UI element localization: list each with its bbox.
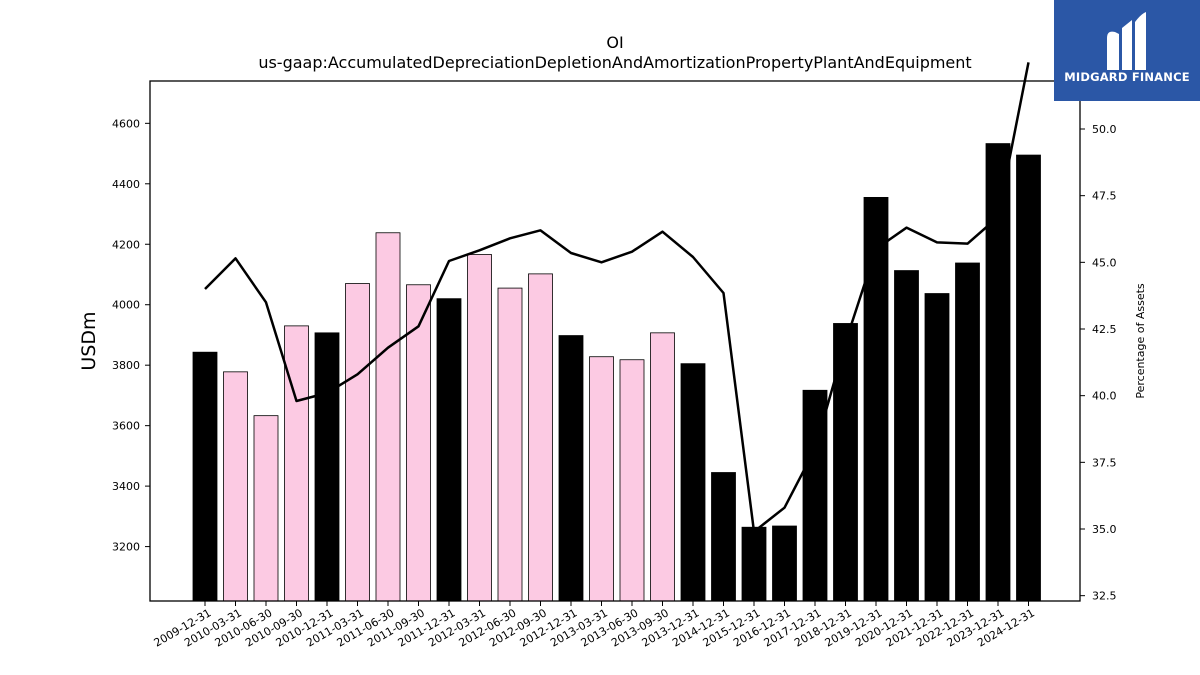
- bar-2010-06-30: [253, 415, 279, 602]
- y-right-tick-label-37.5: 37.5: [1092, 456, 1117, 469]
- left-axis: 3200 3400 3600 3800 4000 4200 4400 4600: [112, 117, 150, 554]
- y-tick-label-3400: 3400: [112, 480, 140, 493]
- y-right-tick-label-35.0: 35.0: [1092, 523, 1117, 536]
- bar-2011-06-30: [375, 232, 401, 602]
- y-tick-label-3200: 3200: [112, 541, 140, 554]
- bar-2012-03-31: [467, 254, 492, 602]
- y-tick-label-3600: 3600: [112, 420, 140, 433]
- bar-2016-12-31: [772, 525, 797, 602]
- y-right-tick-label-40.0: 40.0: [1092, 390, 1117, 403]
- chart-subtitle: us-gaap:AccumulatedDepreciationDepletion…: [258, 53, 971, 72]
- bar-2012-06-30: [497, 287, 523, 602]
- bar-2011-09-30: [406, 284, 431, 602]
- bar-2014-12-31: [711, 472, 736, 602]
- y-tick-label-3800: 3800: [112, 359, 140, 372]
- line-layer: [204, 62, 1030, 533]
- bar-2011-03-31: [345, 283, 370, 602]
- y-tick-label-4200: 4200: [112, 238, 140, 251]
- bar-2015-12-31: [741, 526, 767, 602]
- left-margin-mask: [0, 0, 150, 675]
- y-tick-label-4400: 4400: [112, 178, 140, 191]
- y-right-tick-label-32.5: 32.5: [1092, 590, 1117, 603]
- plot-frame: [149, 80, 1081, 602]
- logo-mark-icon: [1107, 12, 1146, 71]
- bar-2012-12-31: [558, 335, 584, 602]
- right-axis: 32.5 35.0 37.5 40.0 42.5 45.0 47.5 50.0: [1080, 123, 1117, 603]
- bar-2012-09-30: [528, 273, 553, 602]
- y-right-tick-label-47.5: 47.5: [1092, 190, 1117, 203]
- y-tick-label-4000: 4000: [112, 299, 140, 312]
- y-tick-label-4600: 4600: [112, 117, 140, 130]
- bar-2009-12-31: [192, 351, 218, 602]
- bar-2013-03-31: [589, 356, 614, 602]
- logo-text: MIDGARD FINANCE: [1064, 70, 1190, 84]
- percentage-line: [204, 62, 1030, 533]
- bar-2023-12-31: [985, 143, 1011, 602]
- y-right-tick-label-50.0: 50.0: [1092, 123, 1117, 136]
- bar-2013-12-31: [680, 363, 706, 602]
- bar-2010-09-30: [284, 325, 309, 602]
- right-margin-mask: [1080, 0, 1200, 675]
- bars-layer: [192, 143, 1041, 602]
- bar-2022-12-31: [955, 262, 980, 602]
- bar-2013-06-30: [619, 359, 645, 602]
- bar-2010-12-31: [314, 332, 340, 602]
- y-right-tick-label-45.0: 45.0: [1092, 256, 1117, 269]
- chart-title: OI: [606, 33, 623, 52]
- bar-2024-12-31: [1016, 154, 1041, 602]
- y-axis-right-label: Percentage of Assets: [1134, 283, 1147, 399]
- bar-2010-03-31: [223, 371, 248, 602]
- bottom-margin-mask: [0, 601, 1200, 675]
- bar-2021-12-31: [924, 293, 950, 602]
- bar-2011-12-31: [436, 298, 462, 602]
- bar-2018-12-31: [833, 323, 858, 602]
- bar-2013-09-30: [650, 332, 675, 602]
- y-right-tick-label-42.5: 42.5: [1092, 323, 1117, 336]
- y-axis-label: USDm: [78, 311, 100, 370]
- midgard-finance-logo: MIDGARD FINANCE: [1054, 0, 1200, 101]
- bar-2019-12-31: [863, 196, 889, 602]
- bar-2020-12-31: [894, 270, 919, 602]
